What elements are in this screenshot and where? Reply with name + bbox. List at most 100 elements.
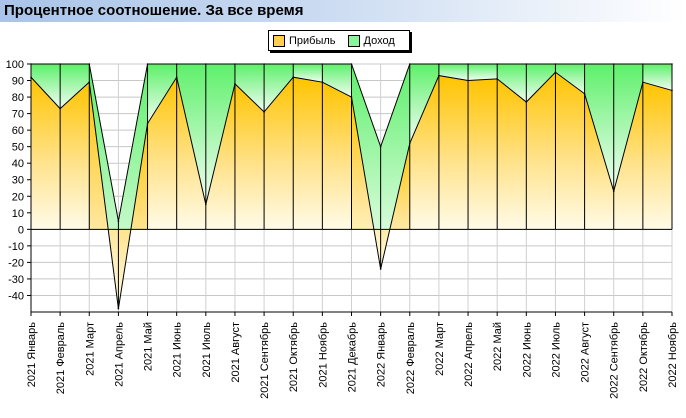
y-tick-label: -10 — [8, 241, 24, 253]
income-area-segment — [234, 64, 265, 112]
profit-point — [175, 76, 178, 79]
income-point — [642, 63, 644, 65]
title-bar: Процентное соотношение. За все время — [0, 0, 686, 22]
profit-area-segment — [497, 78, 527, 230]
y-tick-label: 10 — [12, 208, 24, 220]
income-point — [379, 145, 382, 148]
y-tick-label: 100 — [6, 59, 24, 71]
x-tick-label: 2021 Июнь — [172, 322, 184, 378]
y-tick-label: 20 — [12, 191, 24, 203]
profit-area-segment — [613, 82, 643, 230]
profit-point — [263, 111, 265, 113]
profit-point — [59, 107, 61, 110]
income-point — [671, 63, 673, 65]
profit-point — [146, 122, 149, 125]
x-tick-label: 2022 Август — [580, 322, 592, 383]
x-tick-label: 2022 Январь — [376, 322, 388, 388]
income-point — [146, 63, 149, 65]
profit-area-segment — [234, 83, 265, 230]
profit-point — [467, 79, 469, 82]
y-tick-label: 70 — [12, 109, 24, 121]
profit-area-segment — [409, 75, 439, 230]
profit-area-segment — [31, 77, 61, 230]
legend-swatch-profit — [273, 34, 285, 47]
profit-point — [292, 76, 295, 79]
income-point — [408, 63, 411, 65]
profit-point — [612, 190, 615, 193]
legend-item-profit: Прибыль — [273, 34, 344, 47]
x-tick-label: 2021 Октябрь — [288, 322, 300, 392]
income-area-segment — [409, 64, 439, 144]
profit-area-segment — [176, 77, 206, 230]
x-tick-label: 2022 Март — [434, 322, 446, 376]
y-tick-label: -40 — [8, 290, 24, 302]
x-tick-label: 2021 Сентябрь — [259, 322, 271, 399]
legend: Прибыль Доход — [268, 30, 410, 51]
income-point — [263, 63, 265, 65]
x-tick-label: 2021 Апрель — [113, 322, 125, 387]
income-point — [467, 63, 469, 65]
profit-area-segment — [264, 77, 294, 230]
income-point — [234, 63, 236, 65]
income-area-segment — [584, 64, 614, 192]
y-tick-label: 80 — [12, 92, 24, 104]
income-area-segment — [351, 64, 381, 270]
income-area-segment — [264, 64, 294, 112]
income-point — [292, 63, 295, 65]
income-point — [583, 63, 586, 65]
profit-point — [525, 101, 528, 103]
income-point — [117, 220, 120, 222]
profit-point — [117, 307, 120, 310]
y-tick-label: 60 — [12, 125, 24, 137]
legend-item-income: Доход — [347, 34, 403, 47]
x-tick-label: 2021 Март — [84, 322, 96, 376]
profit-point — [642, 81, 644, 83]
legend-label-income: Доход — [363, 34, 395, 47]
profit-point — [408, 142, 411, 145]
profit-area-segment — [60, 82, 90, 230]
x-tick-label: 2022 Февраль — [405, 322, 417, 395]
x-tick-label: 2022 Октябрь — [638, 322, 650, 392]
x-tick-label: 2022 Июль — [550, 322, 562, 378]
x-tick-label: 2021 Декабрь — [347, 322, 359, 393]
income-area-segment — [176, 64, 206, 205]
x-tick-label: 2022 Сентябрь — [609, 322, 621, 399]
profit-area-segment — [322, 82, 352, 230]
profit-point — [583, 92, 586, 95]
income-area-segment — [468, 64, 498, 81]
x-tick-label: 2022 Ноябрь — [667, 322, 679, 388]
income-point — [350, 63, 353, 65]
income-area-segment — [147, 64, 177, 124]
y-tick-label: -20 — [8, 257, 24, 269]
legend-swatch-income — [347, 34, 360, 47]
income-point — [554, 63, 557, 65]
income-area-segment — [293, 64, 323, 83]
y-tick-label: 40 — [12, 158, 24, 170]
y-tick-label: 0 — [18, 224, 24, 236]
x-tick-label: 2022 Апрель — [463, 322, 475, 387]
profit-point — [88, 81, 91, 83]
x-tick-label: 2021 Август — [230, 322, 242, 383]
income-area-segment — [60, 64, 90, 109]
y-tick-label: 90 — [12, 76, 24, 88]
profit-area-segment — [438, 75, 469, 230]
x-tick-label: 2021 Ноябрь — [317, 322, 329, 388]
profit-area-segment — [468, 78, 498, 230]
profit-area-segment — [526, 72, 556, 230]
income-area-segment — [31, 64, 61, 109]
profit-area-segment — [642, 82, 672, 230]
profit-point — [234, 83, 236, 85]
income-point — [59, 63, 61, 65]
profit-point — [438, 74, 440, 77]
profit-point — [379, 268, 382, 270]
income-point — [205, 63, 207, 65]
x-tick-label: 2021 Июль — [201, 322, 213, 378]
income-area-segment — [380, 64, 410, 270]
profit-area-segment — [555, 72, 585, 230]
income-point — [496, 63, 498, 65]
profit-point — [496, 78, 498, 80]
chart-title: Процентное соотношение. За все время — [4, 2, 304, 19]
x-tick-label: 2021 Май — [143, 322, 155, 371]
profit-area-segment — [293, 77, 323, 230]
y-tick-label: 50 — [12, 142, 24, 154]
